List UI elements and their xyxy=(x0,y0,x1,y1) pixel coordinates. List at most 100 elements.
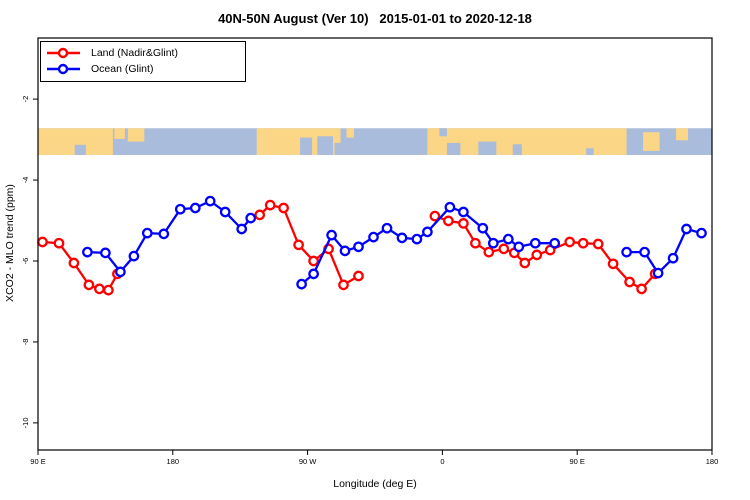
land-series-point xyxy=(531,249,543,261)
map-band-land-patch xyxy=(676,128,689,141)
ocean-series-point xyxy=(141,227,153,239)
land-series-point xyxy=(103,284,114,296)
ocean-series-point xyxy=(308,268,319,280)
world-map-band xyxy=(38,128,712,155)
land-series-point xyxy=(429,210,441,222)
y-tick-label: -6 xyxy=(21,258,30,265)
land-series-point xyxy=(293,239,304,251)
map-band-ocean-patch xyxy=(74,144,86,155)
data-series xyxy=(37,195,707,296)
legend-item-ocean: Ocean (Glint) xyxy=(46,63,239,76)
map-band-ocean-patch xyxy=(586,148,594,155)
map-band-land-patch xyxy=(127,128,145,142)
ocean-series-point xyxy=(444,201,456,213)
y-tick-label: -8 xyxy=(21,339,30,346)
ocean-series-point xyxy=(339,245,351,257)
land-series-point xyxy=(94,283,105,295)
land-series-point xyxy=(68,257,80,269)
map-band-ocean-patch xyxy=(439,128,447,137)
land-series-point xyxy=(254,209,266,221)
ocean-series-point xyxy=(353,241,364,253)
ocean-series-swatch-icon xyxy=(47,63,80,75)
ocean-series-point xyxy=(667,252,679,264)
ocean-series-point xyxy=(681,223,692,235)
land-series-point xyxy=(483,246,495,258)
ocean-series-point xyxy=(219,206,231,218)
ocean-series-point xyxy=(652,267,664,279)
land-series-point xyxy=(443,215,454,227)
ocean-series-point xyxy=(296,278,307,290)
map-band-ocean-patch xyxy=(478,141,497,155)
x-tick-label: 90 E xyxy=(30,457,45,466)
map-band-ocean-patch xyxy=(334,142,341,155)
land-series-point xyxy=(577,237,589,249)
ocean-series-line xyxy=(625,227,703,275)
ocean-series-point xyxy=(477,222,489,234)
legend: Land (Nadir&Glint) Ocean (Glint) xyxy=(40,41,246,83)
land-series-point xyxy=(338,279,349,291)
legend-label-ocean: Ocean (Glint) xyxy=(91,62,154,75)
land-series-point xyxy=(278,202,289,214)
land-series-point xyxy=(83,279,95,291)
land-series-point xyxy=(264,199,276,211)
ocean-series-point xyxy=(368,231,379,243)
y-tick-label: -2 xyxy=(21,96,30,103)
y-axis-label: XCO2 - MLO trend (ppm) xyxy=(4,184,16,302)
land-series-point xyxy=(353,270,364,282)
ocean-series-point xyxy=(487,237,499,249)
ocean-series-point xyxy=(115,266,126,278)
land-series-point xyxy=(564,236,576,248)
ocean-series-point xyxy=(458,206,469,218)
land-series-point xyxy=(607,258,619,270)
land-series-point xyxy=(636,283,647,295)
x-tick-label: 90 W xyxy=(299,457,317,466)
map-band-ocean-patch xyxy=(317,136,334,155)
land-series-point xyxy=(308,255,319,267)
axes: 90 E 180 90 W 0 90 E 180 -2 -4 -6 -8 -10 xyxy=(21,37,719,466)
x-axis-label: Longitude (deg E) xyxy=(333,478,416,490)
legend-label-land: Land (Nadir&Glint) xyxy=(91,47,178,59)
map-band-ocean-patch xyxy=(300,137,313,155)
ocean-series-point xyxy=(639,246,650,258)
x-tick-label: 180 xyxy=(706,457,719,466)
x-tick-label: 90 E xyxy=(569,457,584,466)
land-series-point xyxy=(37,236,48,248)
map-band-land-patch xyxy=(346,128,355,138)
ocean-series-point xyxy=(158,228,170,240)
land-series-point xyxy=(592,238,604,250)
ocean-series-point xyxy=(422,226,433,238)
land-series-point xyxy=(519,257,531,269)
land-series-point xyxy=(470,237,481,249)
y-tick-label: -10 xyxy=(21,417,30,428)
map-band-land-patch xyxy=(643,132,660,151)
land-series-swatch-icon xyxy=(47,48,80,59)
y-tick-label: -4 xyxy=(21,177,30,184)
x-tick-label: 180 xyxy=(167,457,180,466)
plot-border xyxy=(37,37,713,451)
ocean-series-point xyxy=(174,203,186,215)
chart-title: 40N-50N August (Ver 10) 2015-01-01 to 20… xyxy=(218,11,532,26)
ocean-series-point xyxy=(82,246,93,258)
land-series-point xyxy=(624,276,635,288)
ocean-series-point xyxy=(236,223,248,235)
map-band-ocean-patch xyxy=(512,144,522,155)
map-band-land-patch xyxy=(114,128,125,139)
ocean-series-point xyxy=(549,237,561,249)
ocean-series-point xyxy=(100,247,111,259)
ocean-series-point xyxy=(696,227,707,239)
ocean-series-point xyxy=(621,246,632,258)
land-series-point xyxy=(458,218,469,229)
ocean-series-point xyxy=(396,232,408,244)
ocean-series-point xyxy=(326,229,337,241)
land-series-point xyxy=(53,237,65,249)
ocean-series-point xyxy=(204,195,216,207)
x-tick-label: 0 xyxy=(440,457,444,466)
ocean-series-point xyxy=(513,241,525,253)
ocean-series-point xyxy=(128,250,140,262)
ocean-series-point xyxy=(245,212,257,224)
ocean-series-point xyxy=(189,202,201,214)
ocean-series-point xyxy=(529,237,541,249)
land-series-point xyxy=(498,243,510,255)
